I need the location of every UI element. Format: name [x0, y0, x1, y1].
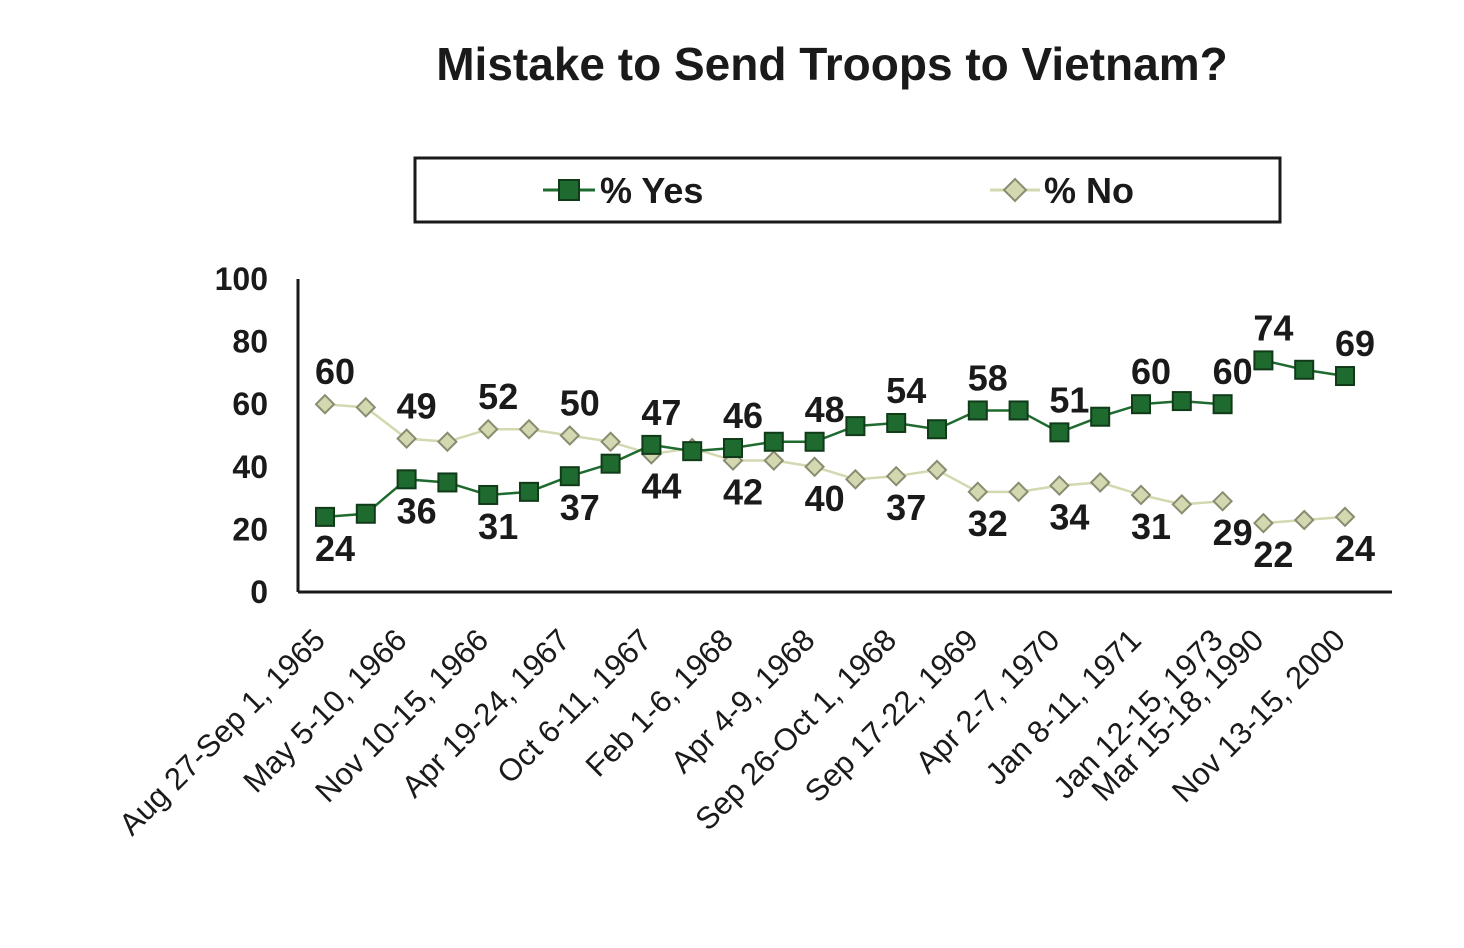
legend-no-diamond-marker-icon [1002, 177, 1028, 203]
yes-point [845, 416, 866, 437]
yes-point [1131, 394, 1151, 415]
yes-point [641, 434, 662, 455]
yes-point [927, 419, 947, 440]
yes-point [1008, 400, 1029, 421]
legend-no-label: % No [1044, 170, 1134, 211]
legend-yes-square-marker-icon [558, 179, 580, 201]
y-tick-label: 20 [232, 511, 268, 547]
yes-point [315, 506, 335, 527]
yes-point [355, 503, 376, 524]
no-point [436, 431, 458, 453]
yes-point [396, 469, 417, 490]
yes-point [1253, 350, 1274, 371]
y-tick-label: 80 [232, 324, 268, 360]
no-data-label: 52 [478, 376, 518, 417]
yes-point [804, 431, 825, 452]
no-point [1130, 484, 1152, 506]
yes-point [600, 453, 621, 474]
yes-data-label: 54 [886, 370, 926, 411]
no-point [885, 465, 907, 487]
yes-point [1335, 366, 1355, 387]
no-point [314, 393, 336, 415]
no-point [1293, 509, 1315, 531]
no-point [477, 418, 499, 440]
chart-title: Mistake to Send Troops to Vietnam? [436, 38, 1228, 90]
yes-data-label: 58 [968, 357, 1008, 398]
no-data-label: 42 [723, 472, 763, 513]
yes-data-label: 37 [560, 487, 600, 528]
yes-point [763, 431, 784, 452]
x-tick-label: Apr 4-9, 1968 [664, 622, 822, 780]
yes-point [886, 412, 907, 433]
no-point [763, 450, 785, 471]
yes-data-label: 48 [805, 389, 845, 430]
no-data-label: 44 [641, 465, 681, 506]
yes-data-label: 24 [315, 528, 355, 569]
no-point [355, 396, 377, 418]
yes-point [1212, 394, 1233, 415]
yes-data-label: 46 [723, 395, 763, 436]
no-data-label: 40 [805, 478, 845, 519]
no-point [1252, 512, 1274, 534]
no-point [518, 418, 540, 440]
no-data-label: 49 [397, 386, 437, 427]
yes-data-label: 36 [397, 490, 437, 531]
y-tick-label: 40 [232, 449, 268, 485]
yes-point [723, 438, 743, 459]
yes-data-label: 74 [1253, 307, 1293, 348]
no-point [600, 431, 622, 453]
no-data-label: 34 [1049, 497, 1089, 538]
yes-data-label: 60 [1213, 351, 1253, 392]
yes-data-label: 51 [1049, 379, 1089, 420]
y-tick-label: 100 [215, 261, 268, 297]
yes-data-label: 47 [641, 392, 681, 433]
yes-point [1090, 406, 1111, 427]
yes-point [1171, 391, 1192, 412]
series-yes [315, 350, 1355, 527]
yes-point [682, 441, 703, 462]
no-point [1048, 475, 1070, 496]
yes-point [1294, 359, 1315, 380]
no-point [844, 468, 866, 490]
no-point [396, 428, 418, 450]
no-point [1171, 493, 1193, 515]
yes-data-label: 31 [478, 506, 518, 547]
yes-point [478, 484, 499, 505]
no-data-label: 22 [1253, 534, 1293, 575]
no-data-label: 37 [886, 487, 926, 528]
yes-point [967, 400, 988, 421]
no-data-label: 24 [1335, 528, 1375, 569]
no-point [559, 425, 581, 446]
no-data-label: 60 [315, 351, 355, 392]
yes-point [519, 481, 539, 502]
yes-point [559, 466, 580, 487]
no-data-label: 31 [1131, 506, 1171, 547]
y-tick-label: 60 [232, 386, 268, 422]
no-data-label: 29 [1213, 512, 1253, 553]
yes-data-label: 69 [1335, 323, 1375, 364]
no-point [967, 481, 989, 503]
no-point [1008, 481, 1030, 503]
no-point [1334, 506, 1356, 528]
no-point [804, 456, 826, 478]
yes-point [1049, 422, 1070, 443]
no-point [926, 459, 948, 481]
yes-point [437, 472, 458, 493]
yes-data-label: 60 [1131, 351, 1171, 392]
no-data-label: 50 [560, 383, 600, 424]
y-tick-labels: 0 20 40 60 80 100 [215, 261, 268, 610]
x-tick-label: Apr 2-7, 1970 [909, 622, 1067, 780]
y-tick-label: 0 [250, 574, 268, 610]
legend: % Yes % No [413, 156, 1282, 224]
no-point [1212, 490, 1234, 512]
no-data-label: 32 [968, 503, 1008, 544]
legend-yes-label: % Yes [600, 170, 703, 211]
no-point [1089, 472, 1111, 493]
